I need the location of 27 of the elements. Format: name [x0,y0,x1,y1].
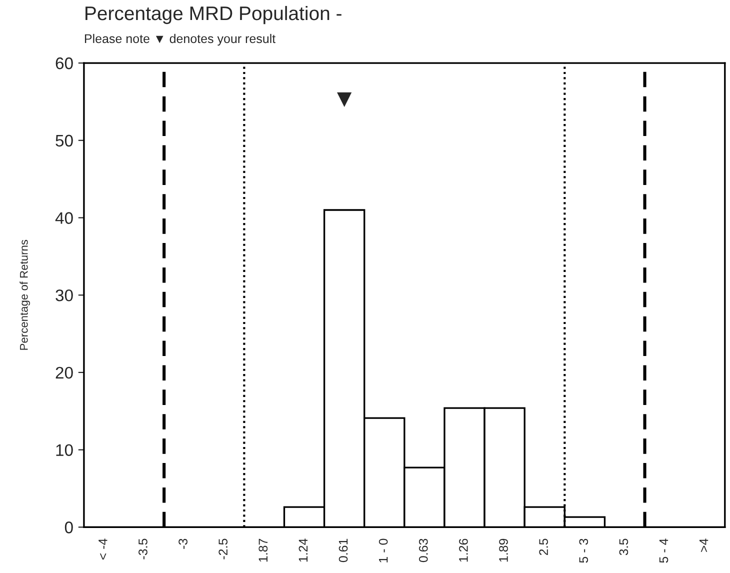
y-tick-label: 60 [56,57,73,70]
x-tick-label: < -4 [98,538,108,560]
chart-title: Percentage MRD Population - [86,6,342,24]
y-tick-label: 30 [56,289,73,302]
y-tick-label: 40 [55,212,73,224]
x-tick-label: 1.24 [298,538,308,562]
x-tick-label: 1.89 [499,538,508,562]
x-tick-label: 1.87 [258,538,268,562]
annotation: ▼ [337,92,352,107]
x-tick-label: -3 [178,538,188,549]
x-tick-label: 1.26 [459,538,468,562]
x-tick-label: -2.5 [218,538,228,560]
y-axis-title: Percentage of Returns [20,240,30,350]
x-tick-label: 1 - 0 [378,538,388,562]
x-tick-label: 0.63 [418,538,428,562]
x-tick-label: 0.61 [338,538,348,562]
y-tick-label: 20 [56,366,73,379]
x-tick-label: -3.5 [138,538,148,560]
chart-subtitle: Please note ▼ denotes your result [84,34,276,46]
y-tick-label: 10 [56,444,73,456]
x-tick-label: 2.5 [539,538,548,556]
y-tick-label: 50 [56,134,73,147]
x-tick-label: 3.5 [619,538,628,556]
x-tick-label: 5 - 3 [579,538,588,563]
x-tick-label: 5 - 4 [659,538,668,563]
y-tick-label: 0 [64,522,73,534]
x-tick-label: >4 [699,538,708,552]
